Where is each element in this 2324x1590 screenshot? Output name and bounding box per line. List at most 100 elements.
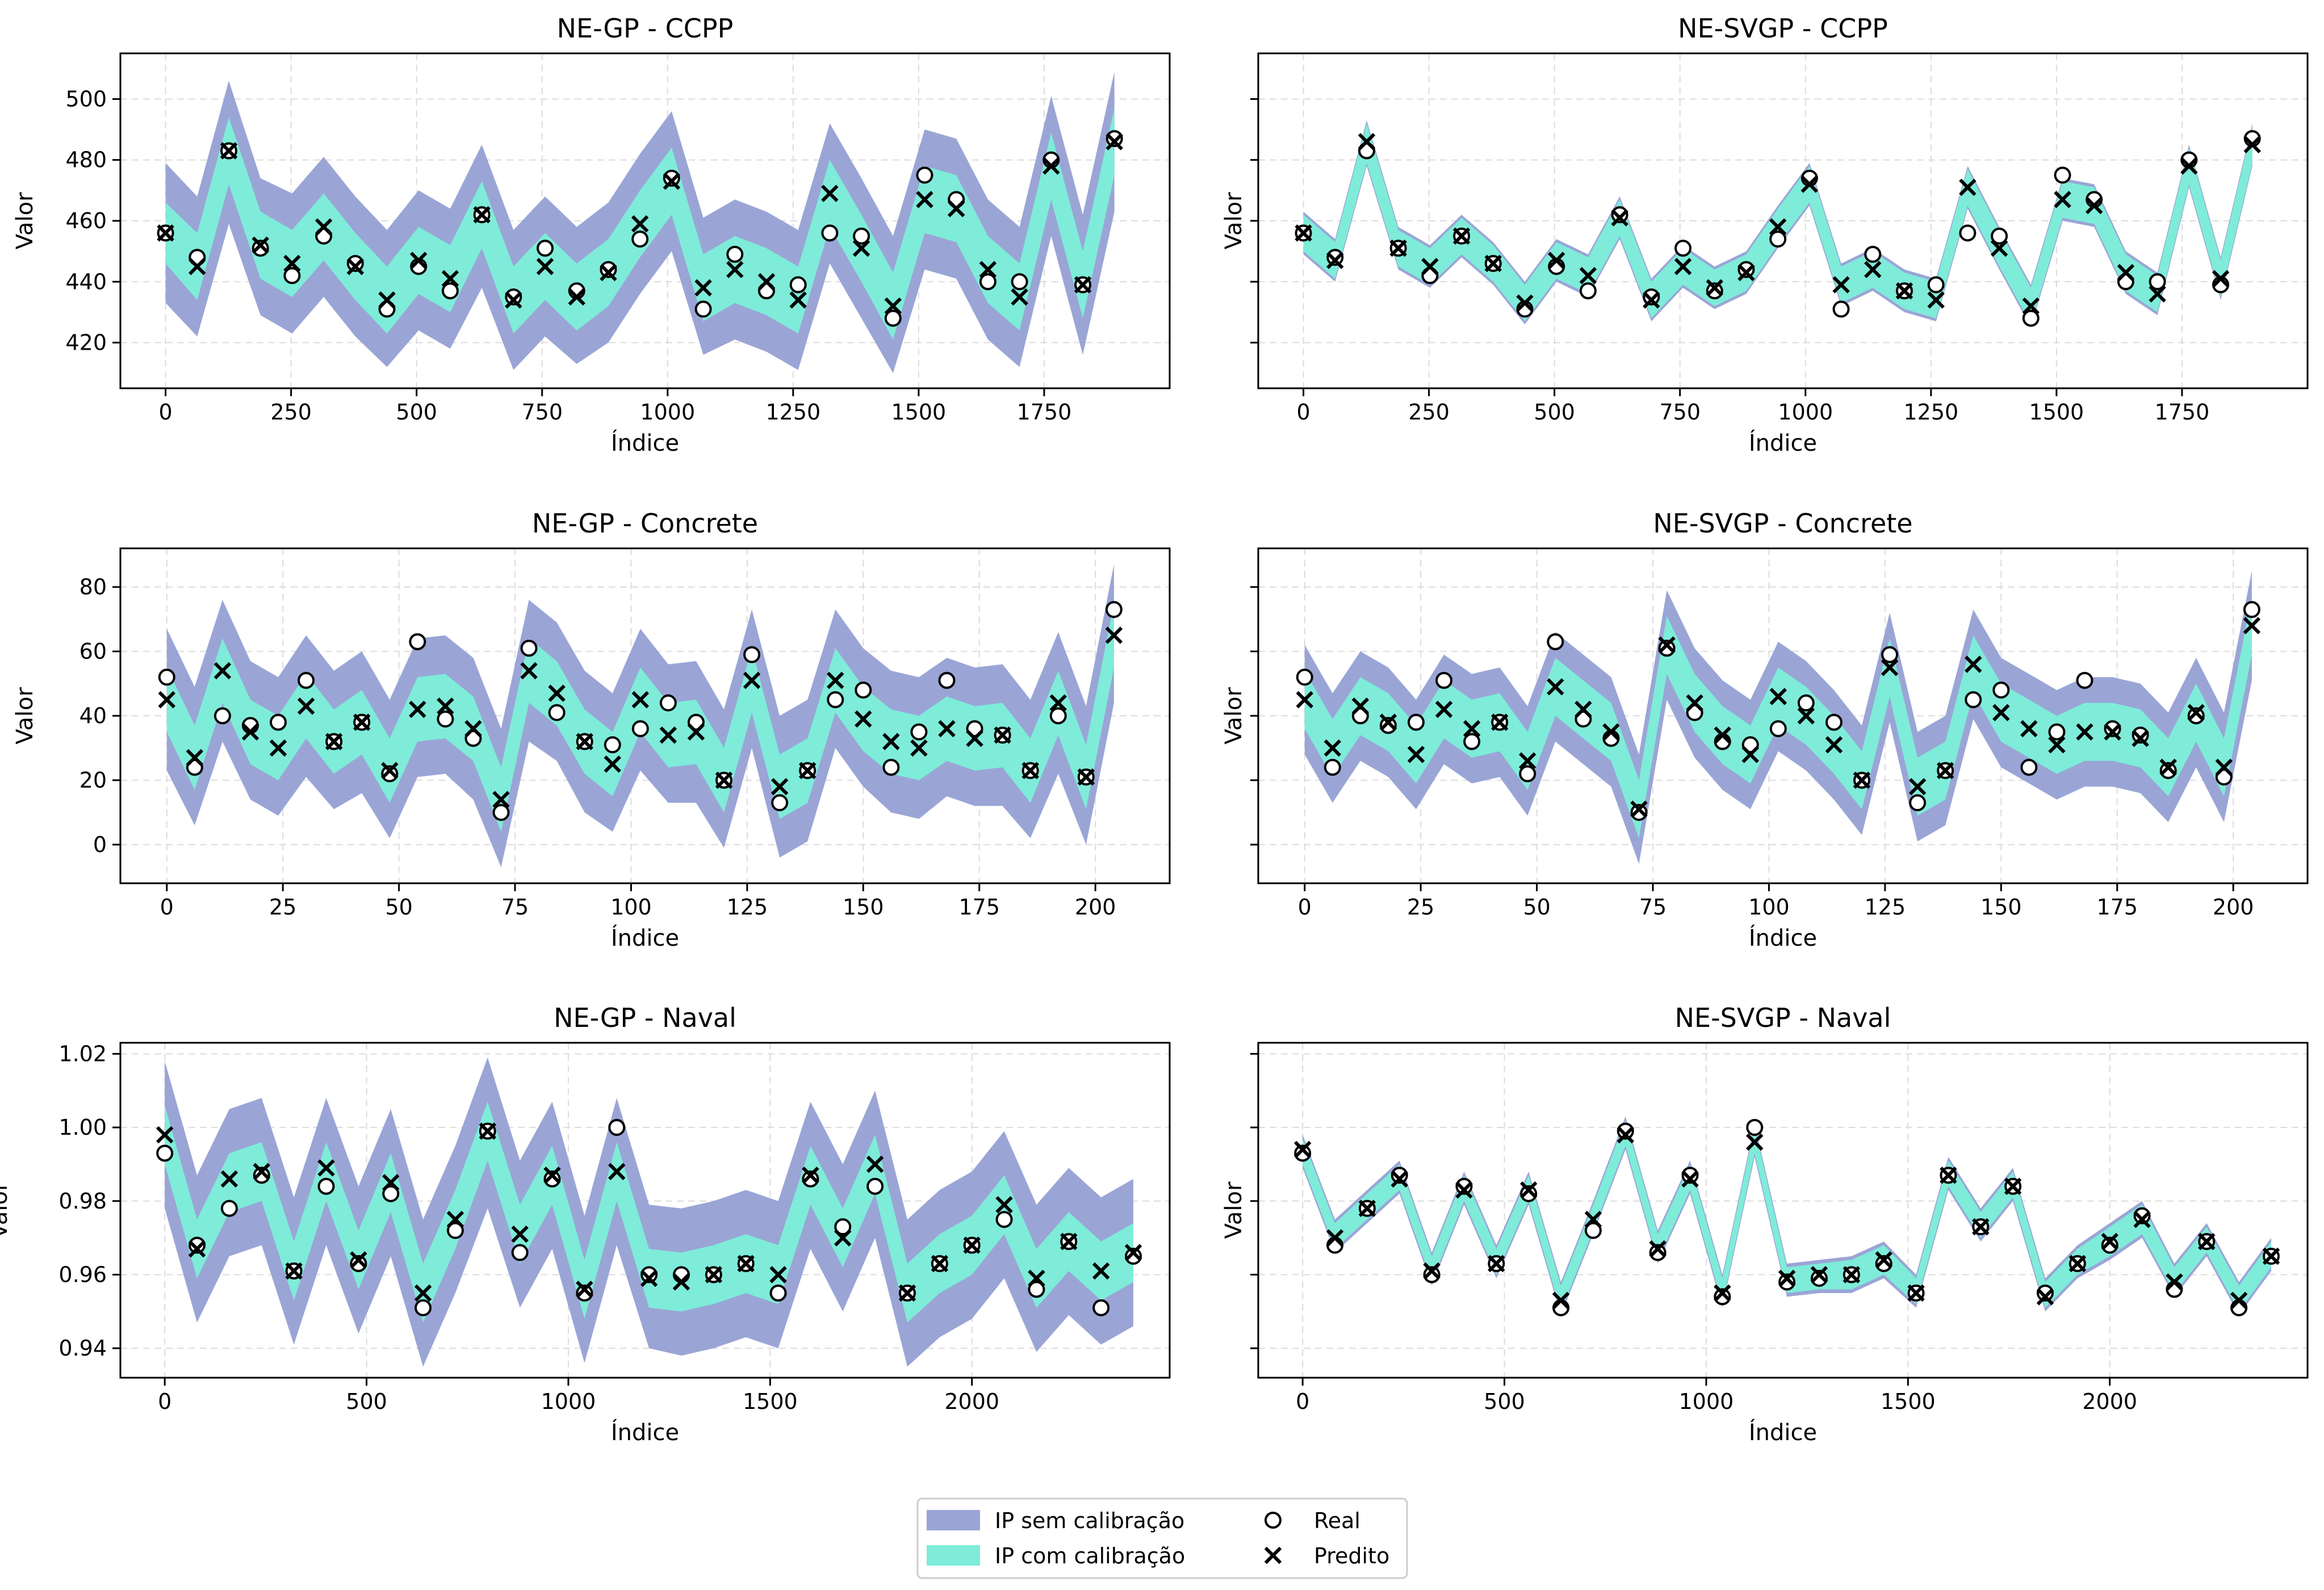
- predito-stroke: [156, 1126, 174, 1144]
- predito-stroke: [2230, 1291, 2248, 1310]
- predito-stroke: [2166, 1273, 2183, 1291]
- predito-point: [381, 762, 399, 779]
- predito-stroke: [1832, 276, 1850, 293]
- predito-stroke: [2104, 723, 2121, 741]
- predito-point: [1895, 282, 1913, 300]
- predito-point: [1992, 704, 2010, 721]
- predito-stroke: [1674, 258, 1692, 275]
- predito-stroke: [378, 291, 396, 309]
- x-tick-label: 50: [1523, 895, 1550, 920]
- predito-point: [1797, 707, 1815, 725]
- real-point: [600, 261, 617, 278]
- real-point: [2132, 727, 2149, 744]
- real-point: [1630, 804, 1648, 821]
- predito-point: [220, 142, 238, 160]
- real-point: [1391, 1167, 1408, 1184]
- real-point: [1408, 714, 1425, 731]
- panel-title: NE-GP - Naval: [554, 1002, 736, 1033]
- predito-point: [1296, 691, 1314, 708]
- predito-point: [910, 739, 928, 757]
- x-tick-label: 200: [2213, 895, 2254, 920]
- predito-point: [285, 1262, 303, 1280]
- real-point: [1125, 1248, 1142, 1265]
- real-point: [1296, 668, 1313, 686]
- predito-stroke: [1714, 1284, 1731, 1302]
- predito-stroke: [1706, 279, 1723, 297]
- legend-label-real: Real: [1314, 1508, 1360, 1533]
- legend: IP sem calibração IP com calibração Real…: [916, 1497, 1408, 1579]
- predito-stroke: [1124, 1244, 1142, 1261]
- predito-point: [852, 240, 870, 257]
- x-tick-label: 500: [346, 1389, 387, 1414]
- predito-stroke: [1547, 251, 1565, 269]
- predito-stroke: [1907, 1284, 1925, 1302]
- predito-stroke: [771, 778, 789, 796]
- predito-stroke: [1484, 254, 1502, 272]
- predito-point: [2159, 758, 2177, 777]
- legend-label-ip-com: IP com calibração: [995, 1543, 1185, 1568]
- predito-point: [1769, 687, 1787, 706]
- predito-point: [325, 733, 343, 750]
- y-axis-label: Valor: [1221, 192, 1247, 249]
- predito-point: [1351, 697, 1370, 715]
- predito-point: [1611, 209, 1628, 226]
- predito-stroke: [1940, 1167, 1957, 1184]
- real-point: [1778, 1273, 1796, 1291]
- predito-stroke: [1875, 1251, 1892, 1269]
- predito-stroke: [640, 1269, 658, 1287]
- predito-stroke: [898, 1284, 916, 1302]
- predito-point: [769, 1266, 787, 1283]
- real-point: [220, 1199, 238, 1217]
- predito-point: [283, 254, 301, 272]
- x-tick-label: 1500: [743, 1389, 798, 1414]
- predito-point: [2187, 704, 2205, 721]
- real-point: [1706, 282, 1723, 300]
- predito-point: [1584, 1210, 1602, 1228]
- real-point: [821, 224, 839, 242]
- predito-point: [1074, 276, 1092, 293]
- real-point: [1011, 273, 1028, 291]
- predito-point: [1674, 258, 1692, 275]
- real-point: [1991, 227, 2008, 245]
- real-point: [771, 794, 789, 812]
- x-tick-label: 175: [2096, 895, 2138, 920]
- predito-stroke: [715, 771, 733, 789]
- predito-stroke: [186, 749, 204, 766]
- predito-stroke: [1455, 1181, 1473, 1199]
- predito-stroke: [2133, 1210, 2151, 1228]
- predito-point: [1519, 752, 1536, 770]
- predito-point: [1049, 694, 1067, 712]
- real-point: [979, 273, 996, 291]
- predito-stroke: [2215, 758, 2233, 777]
- predito-point: [511, 1225, 529, 1243]
- predito-point: [705, 1266, 723, 1283]
- predito-point: [995, 1196, 1013, 1214]
- predito-point: [1452, 227, 1471, 245]
- predito-stroke: [1686, 694, 1703, 712]
- real-point: [2133, 1207, 2151, 1224]
- real-point: [1326, 249, 1344, 266]
- y-axis-label: Valor: [1221, 687, 1247, 744]
- predito-stroke: [464, 720, 482, 737]
- predito-point: [1737, 263, 1755, 282]
- predito-point: [1927, 291, 1945, 309]
- predito-point: [409, 700, 426, 718]
- predito-stroke: [2085, 196, 2103, 215]
- ip-com-calibracao-band: [166, 603, 1114, 832]
- predito-point: [2215, 758, 2233, 777]
- real-point: [1864, 246, 1882, 263]
- predito-point: [1552, 1291, 1570, 1310]
- panel-3: 0 25 50 75 100 125 150 175 200 0 20 40 60 80 NE-GP - C…: [12, 508, 1171, 951]
- predito-point: [608, 1163, 626, 1181]
- real-point: [726, 246, 744, 263]
- real-point: [2022, 309, 2040, 327]
- predito-point: [1077, 768, 1095, 786]
- predito-point: [1617, 1126, 1635, 1144]
- real-point: [1927, 276, 1945, 293]
- x-tick-label: 25: [1407, 895, 1434, 920]
- x-tick-label: 250: [270, 400, 312, 425]
- predito-point: [631, 215, 649, 233]
- predito-point: [2132, 729, 2149, 747]
- predito-stroke: [1106, 133, 1123, 150]
- predito-point: [1092, 1262, 1110, 1280]
